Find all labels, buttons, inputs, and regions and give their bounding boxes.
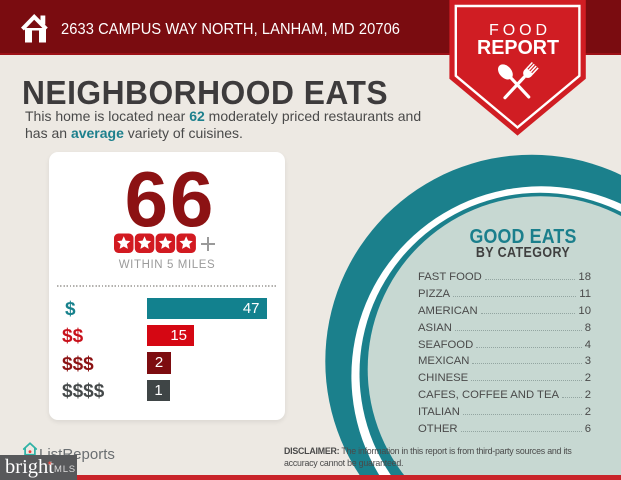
- svg-text:REPORT: REPORT: [477, 37, 559, 59]
